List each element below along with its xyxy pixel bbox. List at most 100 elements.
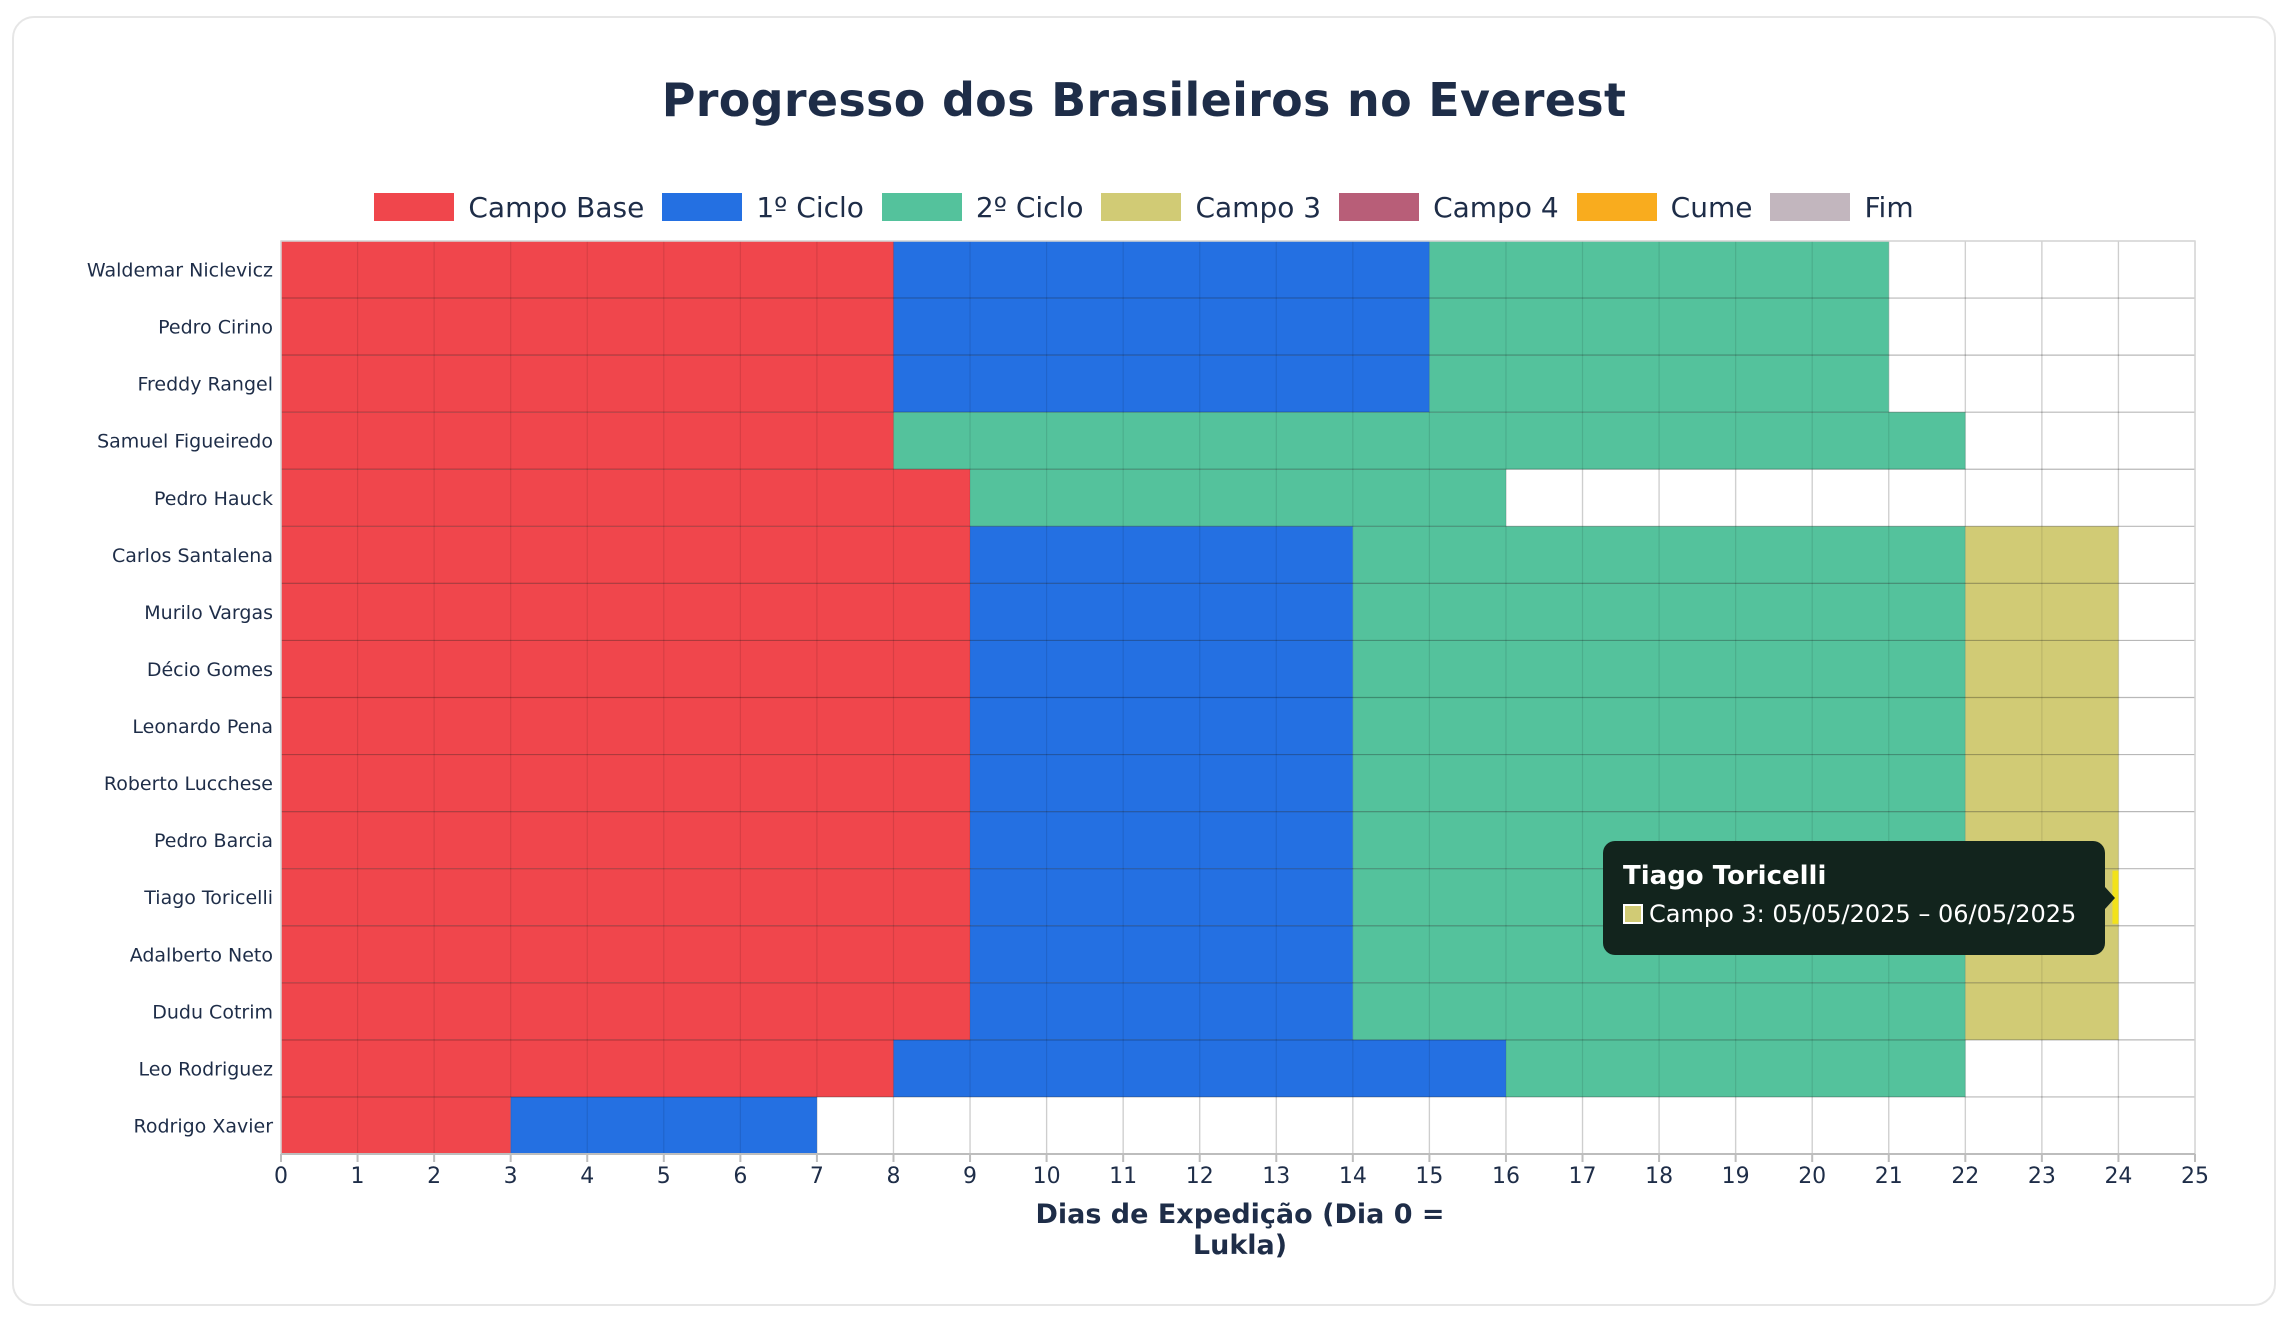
bar-segment[interactable] bbox=[1352, 982, 1966, 1040]
x-tick-label: 8 bbox=[886, 1164, 900, 1189]
y-tick-label: Leo Rodriguez bbox=[139, 1058, 274, 1080]
bar-segment[interactable] bbox=[1352, 697, 1966, 755]
bar-segment[interactable] bbox=[281, 925, 971, 983]
legend-swatch bbox=[1576, 193, 1657, 221]
bar-segment[interactable] bbox=[281, 355, 894, 413]
bar-segment[interactable] bbox=[970, 583, 1353, 641]
bar-segment[interactable] bbox=[1352, 583, 1966, 641]
bar-segment[interactable] bbox=[970, 469, 1506, 527]
bar-segment[interactable] bbox=[970, 754, 1353, 812]
x-tick-label: 7 bbox=[810, 1164, 824, 1189]
y-tick-label: Carlos Santalena bbox=[112, 545, 273, 567]
x-axis-title: Dias de Expedição (Dia 0 = Lukla) bbox=[1035, 1199, 1445, 1261]
bar-segment[interactable] bbox=[893, 241, 1430, 299]
bar-segment[interactable] bbox=[281, 298, 894, 356]
legend-label: Campo 4 bbox=[1433, 190, 1559, 224]
chart-legend: Campo Base 1º Ciclo 2º Ciclo Campo 3 Campo 4… bbox=[0, 187, 2288, 227]
bar-segment[interactable] bbox=[510, 1096, 817, 1154]
x-tick-label: 11 bbox=[1109, 1164, 1137, 1189]
y-tick-label: Freddy Rangel bbox=[137, 374, 273, 396]
bar-segment[interactable] bbox=[1965, 754, 2119, 812]
bar-segment[interactable] bbox=[1965, 526, 2119, 584]
x-tick-label: 5 bbox=[657, 1164, 671, 1189]
chart-title: Progresso dos Brasileiros no Everest bbox=[661, 73, 1627, 127]
bar-segment[interactable] bbox=[281, 754, 971, 812]
tooltip-swatch bbox=[1623, 904, 1643, 924]
bar-segment[interactable] bbox=[281, 469, 971, 527]
bar-segment[interactable] bbox=[970, 526, 1353, 584]
x-tick-label: 6 bbox=[733, 1164, 747, 1189]
y-tick-label: Décio Gomes bbox=[147, 659, 273, 681]
bar-segment[interactable] bbox=[893, 355, 1430, 413]
legend-label: Fim bbox=[1864, 190, 1914, 224]
y-tick-label: Pedro Cirino bbox=[158, 317, 273, 339]
legend-item[interactable]: 1º Ciclo bbox=[662, 191, 864, 224]
bar-segment[interactable] bbox=[1965, 640, 2119, 698]
bar-segment[interactable] bbox=[1965, 583, 2119, 641]
bar-segment[interactable] bbox=[1352, 754, 1966, 812]
x-tick-label: 23 bbox=[2028, 1164, 2056, 1189]
bar-segment[interactable] bbox=[970, 811, 1353, 869]
legend-item[interactable]: 2º Ciclo bbox=[881, 190, 1084, 224]
bar-segment[interactable] bbox=[281, 697, 971, 755]
bar-segment[interactable] bbox=[281, 1096, 511, 1154]
legend-label: 1º Ciclo bbox=[756, 190, 864, 224]
y-tick-label: Samuel Figueiredo bbox=[97, 431, 273, 453]
x-tick-label: 18 bbox=[1645, 1164, 1673, 1189]
bar-segment[interactable] bbox=[970, 640, 1353, 698]
bar-segment[interactable] bbox=[1965, 982, 2119, 1040]
bar-segment[interactable] bbox=[970, 925, 1353, 983]
bar-segment[interactable] bbox=[1429, 355, 1889, 413]
legend-item[interactable]: Campo 4 bbox=[1339, 191, 1559, 224]
tooltip-row: Campo 3: 05/05/2025 – 06/05/2025 bbox=[1623, 899, 2085, 929]
x-tick-label: 4 bbox=[580, 1164, 594, 1189]
legend-item[interactable]: Campo Base bbox=[374, 191, 644, 224]
x-tick-label: 3 bbox=[504, 1164, 518, 1189]
bar-segment[interactable] bbox=[1505, 1039, 1966, 1097]
legend-label: Cume bbox=[1670, 190, 1753, 224]
x-tick-label: 14 bbox=[1339, 1164, 1367, 1189]
legend-label: 2º Ciclo bbox=[975, 190, 1084, 224]
bar-segment[interactable] bbox=[281, 412, 894, 470]
bar-segment[interactable] bbox=[1429, 298, 1889, 356]
bar-segment[interactable] bbox=[893, 298, 1430, 356]
bar-segment[interactable] bbox=[970, 868, 1353, 926]
x-tick-label: 15 bbox=[1415, 1164, 1443, 1189]
bar-segment[interactable] bbox=[1429, 241, 1889, 299]
y-tick-label: Leonardo Pena bbox=[132, 716, 273, 738]
bar-segment[interactable] bbox=[281, 1039, 894, 1097]
legend-swatch bbox=[881, 193, 962, 221]
legend-label: Campo 3 bbox=[1195, 190, 1322, 224]
legend-item[interactable]: Fim bbox=[1770, 190, 1914, 224]
x-tick-label: 2 bbox=[427, 1164, 441, 1189]
x-tick-label: 13 bbox=[1262, 1164, 1290, 1189]
x-tick-label: 21 bbox=[1875, 1164, 1903, 1189]
y-tick-label: Murilo Vargas bbox=[144, 602, 273, 624]
bar-segment[interactable] bbox=[281, 640, 971, 698]
x-tick-label: 16 bbox=[1492, 1164, 1520, 1189]
bar-segment[interactable] bbox=[893, 412, 1966, 470]
bar-segment[interactable] bbox=[281, 526, 971, 584]
x-tick-label: 19 bbox=[1722, 1164, 1750, 1189]
y-tick-label: Pedro Hauck bbox=[154, 488, 273, 510]
y-tick-label: Pedro Barcia bbox=[154, 830, 273, 852]
bar-segment[interactable] bbox=[281, 241, 894, 299]
legend-label: Campo Base bbox=[468, 190, 645, 224]
x-tick-label: 10 bbox=[1033, 1164, 1061, 1189]
bar-segment[interactable] bbox=[970, 697, 1353, 755]
y-tick-label: Roberto Lucchese bbox=[104, 773, 273, 795]
bar-segment[interactable] bbox=[1352, 640, 1966, 698]
bar-segment[interactable] bbox=[281, 982, 971, 1040]
legend-item[interactable]: Cume bbox=[1576, 190, 1753, 224]
y-tick-label: Waldemar Niclevicz bbox=[87, 260, 273, 282]
bar-segment[interactable] bbox=[1352, 526, 1966, 584]
bar-segment[interactable] bbox=[970, 982, 1353, 1040]
bar-segment[interactable] bbox=[893, 1039, 1506, 1097]
bar-segment[interactable] bbox=[281, 811, 971, 869]
x-tick-label: 22 bbox=[1951, 1164, 1979, 1189]
bar-segment[interactable] bbox=[281, 583, 971, 641]
legend-item[interactable]: Campo 3 bbox=[1101, 191, 1321, 224]
bar-segment[interactable] bbox=[281, 868, 971, 926]
bar-segment[interactable] bbox=[1965, 697, 2119, 755]
